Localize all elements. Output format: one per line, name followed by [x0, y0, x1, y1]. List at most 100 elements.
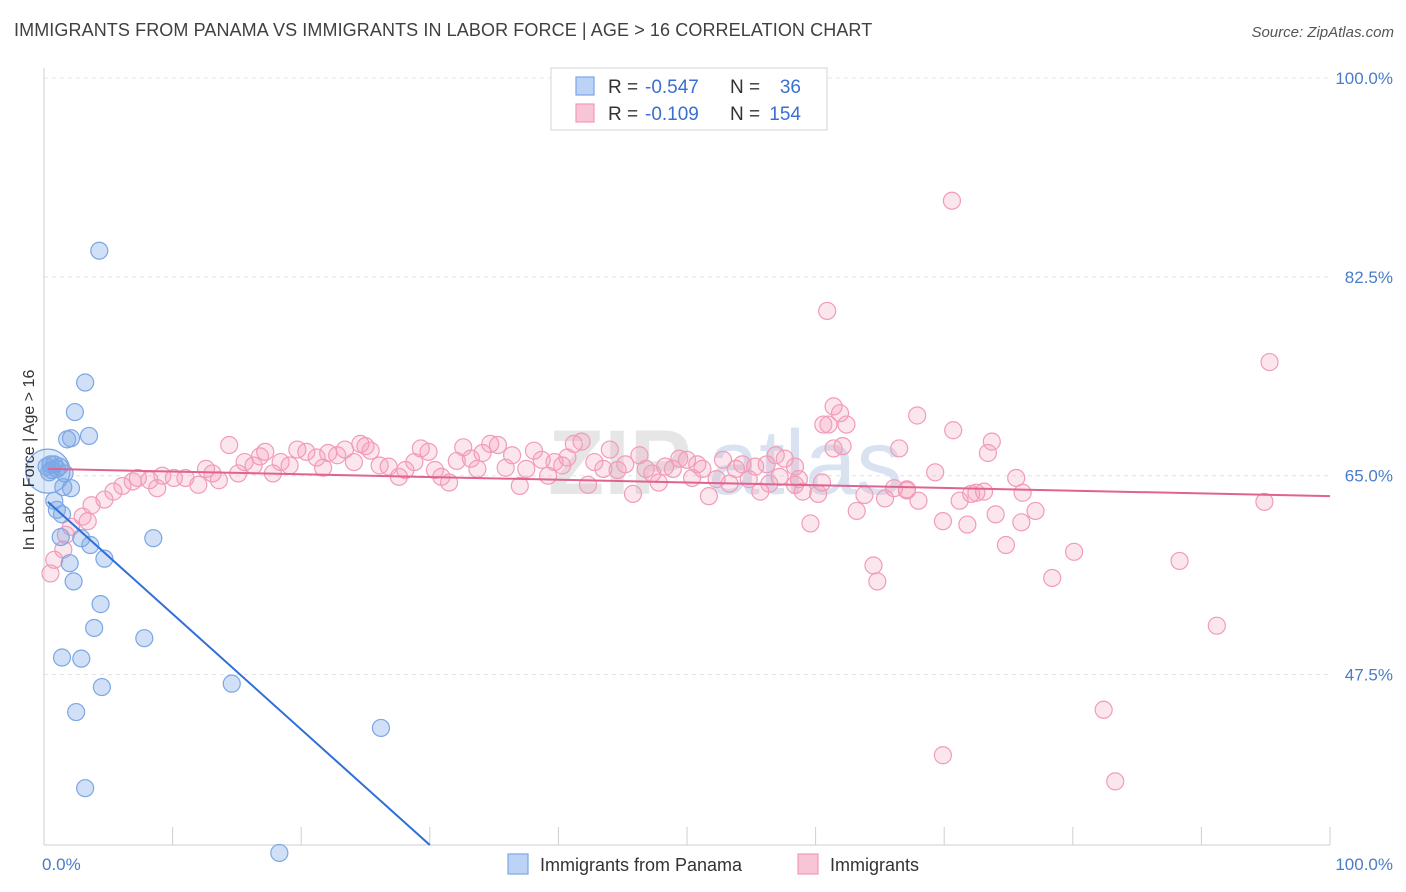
bottom-legend-label-panama: Immigrants from Panama	[540, 855, 743, 875]
point-immigrants-56	[473, 443, 492, 463]
point-immigrants-128	[933, 512, 953, 531]
point-panama-30	[92, 677, 111, 697]
point-immigrants-113	[770, 467, 789, 486]
point-immigrants-12	[128, 468, 147, 488]
point-immigrants-129	[942, 191, 962, 210]
point-immigrants-60	[503, 446, 522, 465]
point-panama-23	[95, 549, 114, 568]
point-panama-27	[135, 629, 154, 648]
point-panama-28	[52, 648, 72, 667]
point-immigrants-83	[663, 459, 682, 478]
point-immigrants-144	[1170, 551, 1189, 571]
point-immigrants-48	[419, 442, 438, 461]
point-immigrants-88	[693, 459, 712, 478]
point-immigrants-125	[908, 406, 927, 425]
point-immigrants-126	[909, 491, 928, 510]
point-immigrants-91	[713, 450, 733, 469]
series-immigrants-points	[41, 191, 1279, 791]
point-immigrants-115	[785, 457, 805, 476]
point-immigrants-141	[1064, 542, 1084, 561]
point-immigrants-21	[209, 471, 228, 490]
bottom-legend-swatch-pink	[797, 853, 819, 875]
point-immigrants-58	[488, 435, 508, 455]
x-tick-label-left: 0.0%	[42, 855, 81, 874]
point-immigrants-32	[297, 442, 316, 461]
x-tick-labels: 0.0% 100.0%	[42, 855, 1393, 874]
point-immigrants-103	[801, 514, 820, 533]
point-immigrants-143	[1106, 772, 1125, 791]
point-panama-29	[72, 649, 91, 668]
point-immigrants-142	[1094, 700, 1113, 719]
point-immigrants-85	[677, 450, 697, 469]
point-immigrants-110	[837, 415, 856, 434]
point-immigrants-54	[461, 449, 481, 468]
legend-r-value-1: -0.547	[645, 77, 699, 98]
point-immigrants-118	[855, 485, 874, 505]
point-immigrants-151	[897, 481, 917, 500]
point-panama-19	[51, 527, 70, 547]
point-immigrants-116	[818, 301, 837, 321]
point-immigrants-74	[600, 440, 619, 459]
point-immigrants-119	[864, 556, 883, 575]
point-immigrants-136	[996, 535, 1016, 555]
point-immigrants-121	[875, 489, 895, 508]
point-immigrants-120	[868, 572, 887, 591]
point-panama-16	[79, 426, 99, 446]
point-immigrants-107	[824, 397, 843, 416]
point-immigrants-152	[1013, 483, 1032, 502]
grid-lines	[44, 77, 1330, 676]
y-tick-label-2: 65.0%	[1345, 467, 1393, 486]
point-immigrants-131	[958, 515, 977, 534]
legend-r-label-2: R =	[608, 104, 638, 125]
point-panama-36	[144, 529, 163, 548]
legend-swatch-blue	[575, 76, 595, 96]
point-panama-25	[91, 595, 110, 614]
y-tick-label-0: 100.0%	[1335, 69, 1393, 88]
point-panama-15	[65, 402, 84, 422]
point-panama-31	[222, 674, 241, 693]
x-tick-label-right: 100.0%	[1335, 855, 1393, 874]
point-immigrants-138	[1012, 513, 1031, 532]
legend-r-label-1: R =	[608, 77, 638, 98]
legend-n-label-1: N =	[730, 77, 760, 98]
point-immigrants-89	[699, 487, 718, 506]
legend-n-value-2: 154	[769, 104, 801, 125]
point-panama-22	[60, 554, 79, 573]
point-immigrants-38	[344, 452, 364, 472]
point-immigrants-139	[1026, 501, 1045, 521]
trend-line-immigrants	[47, 467, 1331, 498]
point-immigrants-73	[594, 459, 613, 478]
point-immigrants-111	[812, 473, 832, 492]
point-panama-24	[64, 572, 83, 591]
point-immigrants-41	[361, 441, 380, 460]
point-panama-18	[61, 429, 81, 448]
point-immigrants-70	[572, 432, 591, 451]
point-immigrants-149	[962, 484, 981, 503]
point-panama-21	[81, 535, 100, 555]
point-immigrants-146	[1260, 352, 1279, 372]
point-immigrants-147	[1255, 492, 1274, 511]
point-immigrants-117	[824, 439, 843, 458]
point-immigrants-127	[926, 463, 945, 482]
watermark-atlas: atlas	[708, 412, 902, 514]
point-immigrants-140	[1043, 568, 1062, 588]
point-immigrants-77	[623, 484, 643, 503]
point-immigrants-9	[104, 482, 123, 501]
point-immigrants-150	[847, 501, 866, 521]
bottom-legend-label-immigrants: Immigrants	[830, 855, 919, 875]
correlation-legend: R = -0.547 N = 36 R = -0.109 N = 154	[550, 67, 828, 131]
point-panama-8	[54, 477, 73, 497]
legend-r-value-2: -0.109	[645, 104, 699, 125]
point-immigrants-71	[578, 475, 598, 494]
point-immigrants-18	[189, 475, 208, 494]
chart-source: Source: ZipAtlas.com	[1251, 24, 1394, 41]
point-panama-34	[76, 779, 95, 798]
bottom-legend-swatch-blue	[507, 853, 529, 875]
point-immigrants-6	[78, 512, 97, 531]
point-immigrants-84	[670, 449, 689, 468]
series-legend: Immigrants from Panama Immigrants	[507, 853, 919, 875]
axes	[43, 68, 1331, 846]
point-immigrants-55	[468, 459, 487, 478]
point-panama-12	[61, 479, 81, 498]
point-immigrants-10	[113, 476, 132, 496]
